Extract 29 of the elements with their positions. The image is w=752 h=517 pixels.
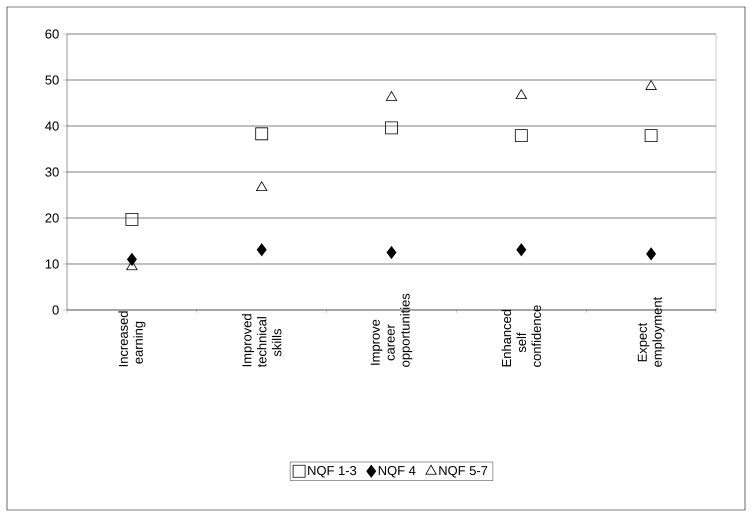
point: [646, 247, 656, 260]
point: [256, 243, 267, 256]
x-tick-label: Increased earning: [118, 311, 146, 366]
point: [385, 121, 398, 134]
y-tick-label: 10: [46, 259, 59, 269]
point: [646, 80, 657, 90]
legend-label: NQF 4: [378, 466, 416, 478]
point: [516, 89, 527, 100]
y-tick-label: 0: [52, 305, 59, 315]
point: [127, 253, 137, 266]
y-tick-label: 20: [45, 213, 59, 223]
point: [126, 212, 138, 226]
y-tick-label: 50: [45, 75, 59, 85]
legend-label: NQF 5-7: [439, 466, 488, 478]
y-tick-label: 40: [45, 121, 59, 131]
y-tick-label: 30: [45, 167, 59, 177]
y-tick-label: 60: [45, 29, 59, 39]
point: [256, 181, 268, 192]
point: [255, 127, 268, 140]
x-tick-label: Improve career opportunities: [370, 294, 412, 367]
x-tick-label: Enhanced self confidence: [502, 305, 541, 367]
x-tick-label: Improved technical skills: [242, 314, 282, 368]
point: [386, 91, 398, 101]
point: [644, 129, 658, 142]
x-tick-label: Expect employment: [638, 296, 664, 367]
point: [386, 246, 396, 259]
point: [514, 129, 528, 142]
legend-label: NQF 1-3: [308, 466, 356, 478]
point: [516, 243, 526, 256]
